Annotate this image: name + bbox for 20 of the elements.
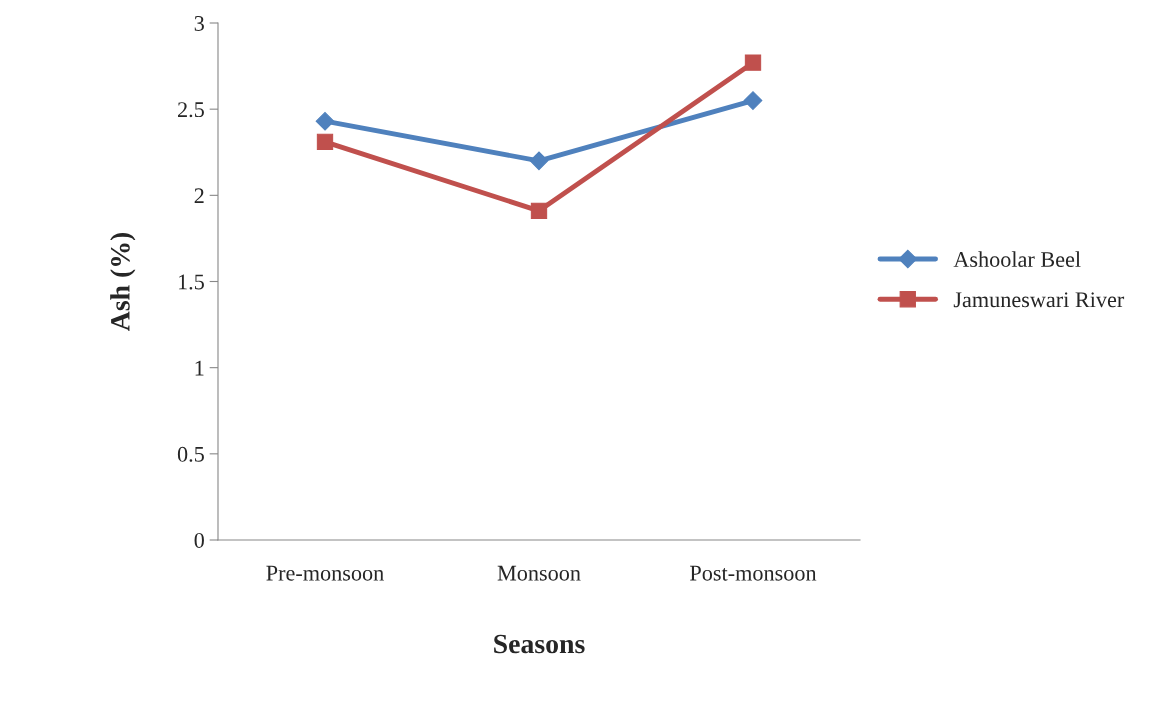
y-tick-label: 3 <box>194 15 204 31</box>
y-axis-title: Ash (%) <box>110 232 136 331</box>
y-tick-label: 2 <box>194 188 204 204</box>
point <box>530 202 548 219</box>
legend-label: Ashoolar Beel <box>953 251 1081 267</box>
point <box>315 111 335 131</box>
y-tick-label: 0 <box>194 532 204 548</box>
point <box>529 151 549 171</box>
point <box>316 133 334 151</box>
y-tick-label: 1.5 <box>178 274 204 290</box>
x-tick-label: Monsoon <box>497 565 581 581</box>
y-tick-label: 1 <box>195 360 204 376</box>
y-tick-label: 0.5 <box>177 446 204 462</box>
point <box>744 54 762 71</box>
x-axis-title: Seasons <box>494 634 585 654</box>
legend-label: Jamuneswari River <box>953 292 1125 308</box>
x-tick-label: Pre-monsoon <box>266 565 384 581</box>
y-tick-label: 2.5 <box>178 102 204 118</box>
point <box>743 91 763 110</box>
x-tick-label: Post-monsoon <box>690 565 817 581</box>
